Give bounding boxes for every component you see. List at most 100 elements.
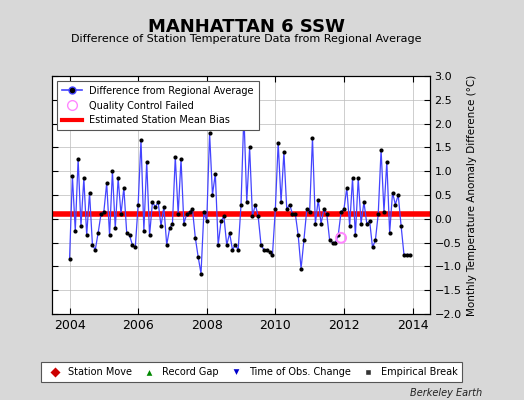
Point: [214, 242, 222, 248]
Point: [160, 204, 168, 210]
Point: [365, 218, 374, 224]
Point: [114, 175, 122, 182]
Point: [286, 201, 294, 208]
Point: [268, 251, 277, 258]
Point: [148, 199, 157, 205]
Point: [174, 211, 182, 217]
Point: [391, 201, 400, 208]
Point: [228, 246, 237, 253]
Point: [71, 228, 80, 234]
Point: [263, 246, 271, 253]
Point: [208, 192, 216, 198]
Point: [308, 135, 316, 141]
Point: [314, 196, 322, 203]
Point: [406, 251, 414, 258]
Point: [354, 175, 363, 182]
Point: [245, 144, 254, 151]
Point: [85, 190, 94, 196]
Point: [119, 185, 128, 191]
Point: [271, 206, 279, 212]
Point: [343, 185, 351, 191]
Point: [166, 225, 174, 232]
Legend: Difference from Regional Average, Quality Control Failed, Estimated Station Mean: Difference from Regional Average, Qualit…: [57, 81, 259, 130]
Point: [143, 158, 151, 165]
Point: [220, 213, 228, 220]
Point: [251, 201, 259, 208]
Point: [248, 213, 257, 220]
Y-axis label: Monthly Temperature Anomaly Difference (°C): Monthly Temperature Anomaly Difference (…: [467, 74, 477, 316]
Point: [243, 199, 251, 205]
Point: [100, 208, 108, 215]
Point: [360, 199, 368, 205]
Point: [337, 235, 345, 241]
Point: [260, 246, 268, 253]
Point: [151, 204, 159, 210]
Point: [257, 242, 265, 248]
Point: [239, 111, 248, 117]
Point: [234, 246, 243, 253]
Point: [223, 242, 231, 248]
Point: [383, 158, 391, 165]
Point: [394, 192, 402, 198]
Point: [340, 206, 348, 212]
Point: [377, 146, 385, 153]
Point: [203, 218, 211, 224]
Point: [380, 208, 388, 215]
Point: [217, 218, 225, 224]
Point: [402, 251, 411, 258]
Point: [317, 220, 325, 227]
Point: [88, 242, 96, 248]
Point: [277, 199, 285, 205]
Point: [329, 239, 337, 246]
Point: [137, 137, 145, 144]
Point: [177, 156, 185, 162]
Point: [345, 223, 354, 229]
Point: [371, 237, 379, 244]
Point: [134, 201, 143, 208]
Point: [254, 213, 263, 220]
Point: [182, 211, 191, 217]
Point: [237, 201, 245, 208]
Point: [111, 225, 119, 232]
Point: [80, 175, 88, 182]
Point: [131, 244, 139, 250]
Point: [305, 208, 314, 215]
Point: [168, 220, 177, 227]
Point: [211, 170, 220, 177]
Point: [194, 254, 202, 260]
Point: [288, 211, 297, 217]
Point: [386, 230, 394, 236]
Text: Difference of Station Temperature Data from Regional Average: Difference of Station Temperature Data f…: [71, 34, 421, 44]
Point: [77, 223, 85, 229]
Point: [363, 220, 371, 227]
Point: [188, 206, 196, 212]
Point: [68, 173, 77, 179]
Point: [82, 232, 91, 239]
Point: [185, 208, 194, 215]
Point: [400, 251, 408, 258]
Point: [334, 232, 342, 239]
Point: [97, 211, 105, 217]
Point: [117, 211, 125, 217]
Point: [140, 228, 148, 234]
Point: [66, 256, 74, 262]
Point: [171, 154, 180, 160]
Point: [162, 242, 171, 248]
Point: [154, 199, 162, 205]
Point: [205, 130, 214, 136]
Point: [197, 270, 205, 277]
Point: [280, 149, 288, 155]
Point: [397, 223, 405, 229]
Point: [266, 249, 274, 255]
Point: [128, 242, 137, 248]
Point: [105, 232, 114, 239]
Point: [274, 140, 282, 146]
Point: [180, 220, 188, 227]
Point: [74, 156, 82, 162]
Point: [231, 242, 239, 248]
Point: [325, 237, 334, 244]
Point: [374, 211, 383, 217]
Legend: Station Move, Record Gap, Time of Obs. Change, Empirical Break: Station Move, Record Gap, Time of Obs. C…: [41, 362, 462, 382]
Point: [368, 244, 377, 250]
Point: [108, 168, 117, 174]
